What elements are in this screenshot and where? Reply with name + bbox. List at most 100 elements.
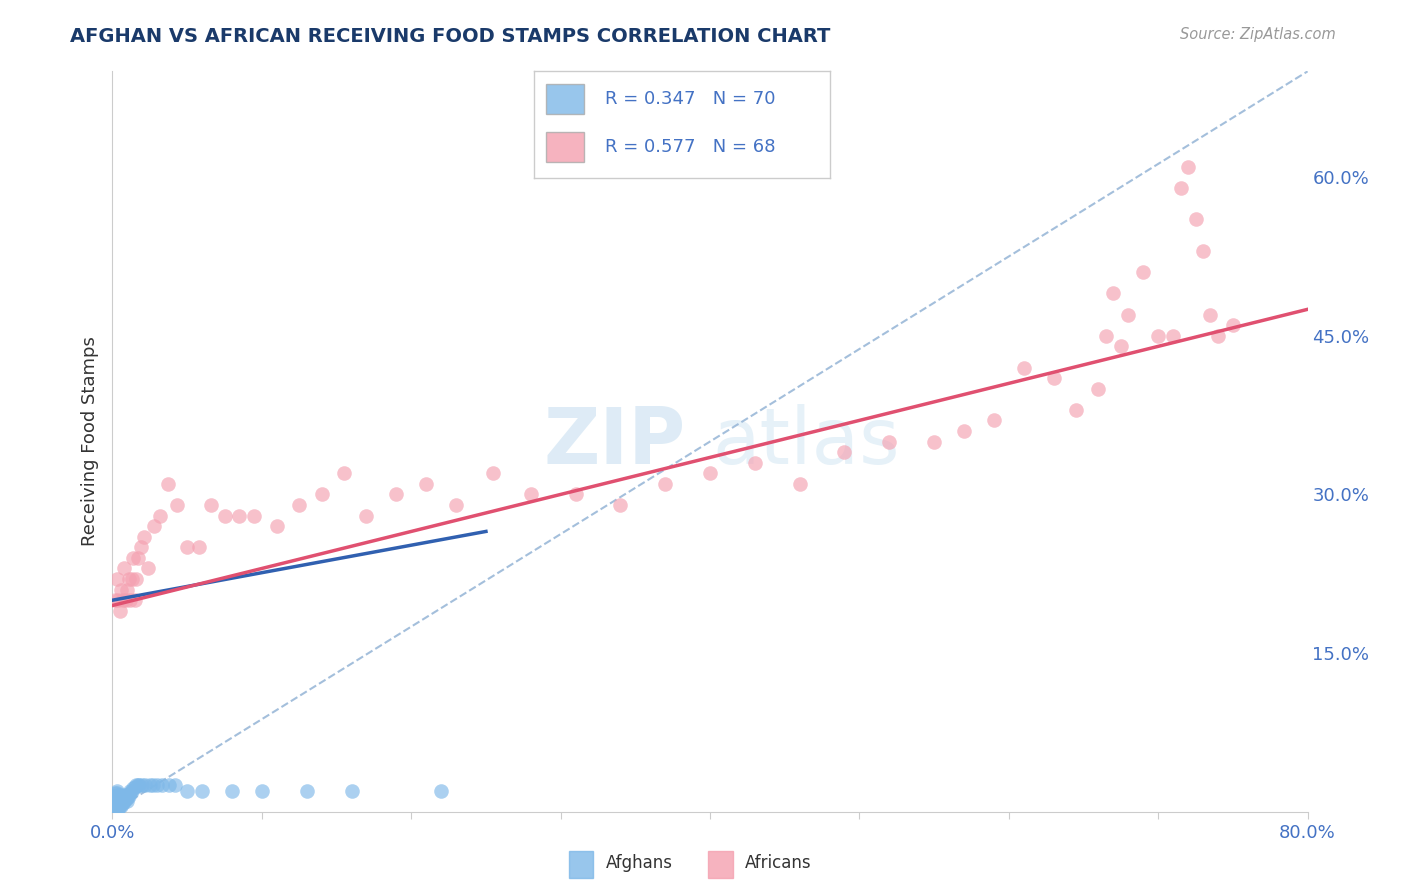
Bar — [568, 851, 593, 878]
Point — [105, 572, 128, 586]
Point — [105, 799, 128, 814]
Point — [834, 445, 856, 459]
Point — [108, 788, 131, 802]
Point — [385, 487, 408, 501]
Point — [156, 476, 179, 491]
Point — [104, 786, 127, 800]
Point — [115, 789, 138, 803]
Point — [1042, 371, 1064, 385]
Point — [108, 604, 131, 618]
Point — [108, 799, 131, 814]
Point — [120, 593, 142, 607]
Point — [107, 794, 129, 808]
Point — [108, 794, 131, 808]
Point — [214, 508, 236, 523]
Point — [104, 593, 127, 607]
Point — [1170, 180, 1192, 194]
Point — [1192, 244, 1215, 259]
Point — [115, 792, 138, 806]
Point — [1064, 402, 1087, 417]
Point — [1118, 308, 1140, 322]
Point — [243, 508, 266, 523]
Point — [699, 467, 721, 481]
Point — [103, 794, 125, 808]
Point — [744, 456, 766, 470]
Point — [122, 781, 145, 796]
Point — [131, 778, 153, 792]
FancyBboxPatch shape — [546, 132, 585, 162]
Point — [1147, 328, 1170, 343]
Point — [104, 801, 127, 815]
Point — [1102, 286, 1125, 301]
Point — [132, 530, 155, 544]
Point — [564, 487, 586, 501]
Point — [120, 783, 142, 797]
Point — [1095, 328, 1118, 343]
Y-axis label: Receiving Food Stamps: Receiving Food Stamps — [80, 336, 98, 547]
Point — [520, 487, 543, 501]
Point — [104, 797, 127, 812]
Point — [415, 476, 437, 491]
Text: AFGHAN VS AFRICAN RECEIVING FOOD STAMPS CORRELATION CHART: AFGHAN VS AFRICAN RECEIVING FOOD STAMPS … — [70, 27, 831, 45]
Point — [176, 783, 198, 797]
Point — [134, 778, 156, 792]
Text: ZIP: ZIP — [543, 403, 686, 480]
Point — [122, 550, 145, 565]
Point — [120, 786, 142, 800]
Point — [1177, 160, 1199, 174]
Point — [356, 508, 378, 523]
Point — [138, 561, 160, 575]
Point — [105, 786, 128, 800]
Point — [105, 789, 128, 803]
Point — [107, 801, 129, 815]
Point — [118, 789, 141, 803]
Point — [107, 797, 129, 811]
Point — [311, 487, 333, 501]
Point — [103, 792, 125, 806]
Point — [127, 550, 149, 565]
Point — [108, 797, 131, 811]
FancyBboxPatch shape — [546, 84, 585, 114]
Point — [143, 519, 166, 533]
Point — [121, 783, 143, 797]
Point — [103, 797, 125, 811]
Point — [609, 498, 631, 512]
Point — [111, 794, 134, 808]
Point — [115, 593, 138, 607]
Point — [1161, 328, 1184, 343]
Point — [104, 789, 127, 803]
Point — [107, 791, 129, 805]
Point — [295, 783, 318, 797]
Point — [110, 582, 132, 597]
Bar — [707, 851, 733, 878]
Point — [228, 508, 250, 523]
Point — [983, 413, 1005, 427]
Point — [166, 498, 188, 512]
Text: R = 0.577   N = 68: R = 0.577 N = 68 — [605, 138, 776, 156]
Point — [1199, 308, 1222, 322]
Point — [111, 797, 134, 811]
Point — [444, 498, 467, 512]
Point — [107, 788, 129, 802]
Point — [128, 778, 150, 792]
Point — [114, 561, 135, 575]
Point — [221, 783, 243, 797]
Point — [150, 778, 173, 792]
Point — [165, 778, 187, 792]
Text: atlas: atlas — [711, 403, 900, 480]
Point — [288, 498, 311, 512]
Point — [266, 519, 288, 533]
Point — [139, 778, 162, 792]
Point — [107, 798, 129, 813]
Point — [482, 467, 505, 481]
Point — [104, 794, 127, 808]
Point — [1206, 328, 1229, 343]
Point — [105, 797, 128, 811]
Point — [105, 783, 128, 797]
Point — [114, 788, 135, 802]
Point — [104, 792, 127, 806]
Point — [953, 424, 976, 438]
Point — [110, 799, 132, 814]
Point — [105, 803, 128, 817]
Text: R = 0.347   N = 70: R = 0.347 N = 70 — [605, 90, 776, 108]
